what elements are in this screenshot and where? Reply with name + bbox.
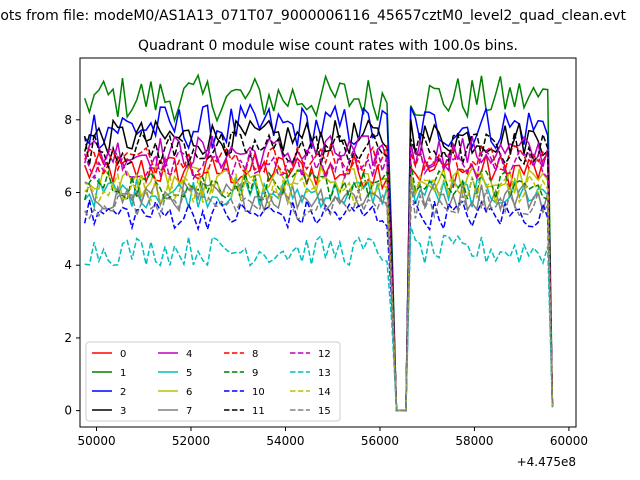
figure-title-text: Plots from file: modeM0/AS1A13_071T07_90… bbox=[0, 8, 626, 24]
series-layer bbox=[83, 73, 554, 412]
y-tick-label: 4 bbox=[64, 258, 72, 272]
legend-label-5: 5 bbox=[186, 368, 192, 379]
series-line-1 bbox=[83, 73, 554, 412]
series-line-11 bbox=[83, 130, 554, 412]
series-line-12 bbox=[83, 145, 554, 412]
plot-frame bbox=[79, 57, 577, 428]
y-tick-label: 2 bbox=[64, 331, 72, 345]
y-tick-label: 0 bbox=[64, 404, 72, 418]
legend-label-7: 7 bbox=[186, 406, 192, 417]
series-line-13 bbox=[84, 226, 554, 412]
y-tick-label: 6 bbox=[64, 186, 72, 200]
figure-title: Plots from file: modeM0/AS1A13_071T07_90… bbox=[0, 8, 640, 24]
x-offset-label: +4.475e8 bbox=[517, 455, 576, 469]
series-line-10 bbox=[83, 198, 554, 412]
legend-box bbox=[85, 341, 341, 422]
x-tick-label: 52000 bbox=[172, 434, 210, 448]
legend-label-10: 10 bbox=[252, 387, 265, 398]
legend-label-0: 0 bbox=[120, 349, 126, 360]
series-line-7 bbox=[84, 179, 554, 412]
legend-label-4: 4 bbox=[186, 349, 192, 360]
legend-label-14: 14 bbox=[318, 387, 331, 398]
legend-label-15: 15 bbox=[318, 406, 331, 417]
legend-label-6: 6 bbox=[186, 387, 192, 398]
legend-label-1: 1 bbox=[120, 368, 126, 379]
x-axis: 50000 52000 54000 56000 58000 60000 bbox=[77, 427, 588, 448]
legend-label-2: 2 bbox=[120, 387, 126, 398]
legend-label-12: 12 bbox=[318, 349, 331, 360]
series-line-14 bbox=[84, 170, 554, 412]
y-axis: 0 2 4 6 8 bbox=[64, 113, 80, 418]
series-line-8 bbox=[84, 143, 554, 412]
legend-label-3: 3 bbox=[120, 406, 126, 417]
legend-label-8: 8 bbox=[252, 349, 258, 360]
series-line-15 bbox=[84, 177, 554, 412]
x-tick-label: 56000 bbox=[361, 434, 399, 448]
chart-title: Quadrant 0 module wise count rates with … bbox=[138, 38, 518, 54]
x-tick-label: 54000 bbox=[266, 434, 304, 448]
legend-label-13: 13 bbox=[318, 368, 331, 379]
x-tick-label: 50000 bbox=[77, 434, 115, 448]
series-line-2 bbox=[84, 102, 554, 412]
legend-label-9: 9 bbox=[252, 368, 258, 379]
legend-label-11: 11 bbox=[252, 406, 265, 417]
x-tick-label: 60000 bbox=[550, 434, 588, 448]
x-tick-label: 58000 bbox=[455, 434, 493, 448]
y-tick-label: 8 bbox=[64, 113, 72, 127]
